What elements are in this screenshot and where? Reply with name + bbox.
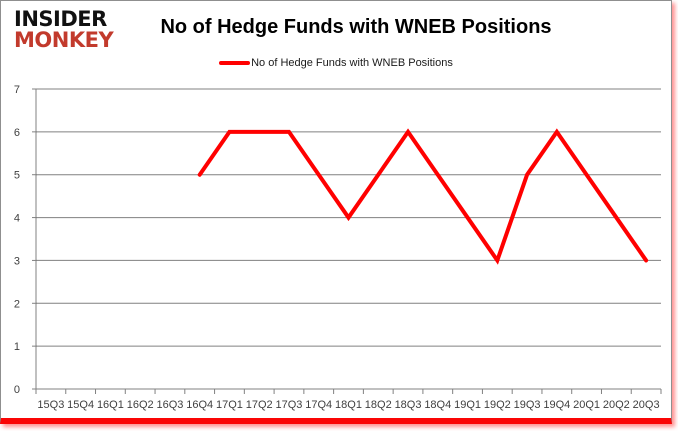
insider-monkey-logo: INSIDER MONKEY — [14, 7, 114, 52]
x-tick-label: 16Q4 — [186, 399, 213, 411]
x-tick-label: 18Q2 — [365, 399, 392, 411]
x-tick-label: 19Q4 — [543, 399, 570, 411]
x-tick-label: 19Q1 — [454, 399, 481, 411]
x-tick-label: 20Q3 — [633, 399, 660, 411]
legend-label: No of Hedge Funds with WNEB Positions — [251, 57, 453, 69]
x-tick-label: 17Q3 — [276, 399, 303, 411]
y-tick-label: 6 — [14, 127, 20, 139]
line-chart-plot-area: 0 1 2 3 4 5 6 7 15Q3 15Q4 16Q1 16Q2 16Q3 16Q4 17Q1 17Q2… — [14, 84, 662, 411]
logo-word-monkey: MONKEY — [14, 28, 114, 52]
y-tick-label: 2 — [14, 298, 20, 310]
legend: No of Hedge Funds with WNEB Positions — [1, 57, 671, 69]
y-tick-label: 5 — [14, 170, 20, 182]
x-tick-label: 18Q1 — [335, 399, 362, 411]
x-tick-label: 15Q4 — [67, 399, 94, 411]
logo-word-insider: INSIDER — [14, 7, 107, 31]
x-tick-label: 16Q1 — [97, 399, 124, 411]
chart-title: No of Hedge Funds with WNEB Positions — [160, 16, 552, 38]
x-tick-label: 20Q1 — [573, 399, 600, 411]
x-tick-label: 15Q3 — [37, 399, 64, 411]
x-tick-label: 19Q3 — [514, 399, 541, 411]
x-tick-label: 18Q4 — [424, 399, 451, 411]
x-tick-label: 17Q4 — [305, 399, 332, 411]
y-tick-label: 1 — [14, 341, 20, 353]
x-tick-label: 16Q3 — [156, 399, 183, 411]
series-line — [197, 128, 649, 265]
x-tick-label: 19Q2 — [484, 399, 511, 411]
legend-line-swatch — [219, 61, 251, 65]
y-tick-label: 3 — [14, 255, 20, 267]
y-tick-label: 4 — [14, 213, 20, 225]
chart-frame: INSIDER MONKEY No of Hedge Funds with WN… — [0, 0, 672, 424]
y-tick-label: 7 — [14, 84, 20, 96]
x-tick-label: 20Q2 — [603, 399, 630, 411]
x-tick-label: 16Q2 — [127, 399, 154, 411]
x-tick-label: 17Q1 — [216, 399, 243, 411]
x-tick-label: 18Q3 — [395, 399, 422, 411]
x-tick-label: 17Q2 — [246, 399, 273, 411]
y-tick-label: 0 — [14, 384, 20, 396]
